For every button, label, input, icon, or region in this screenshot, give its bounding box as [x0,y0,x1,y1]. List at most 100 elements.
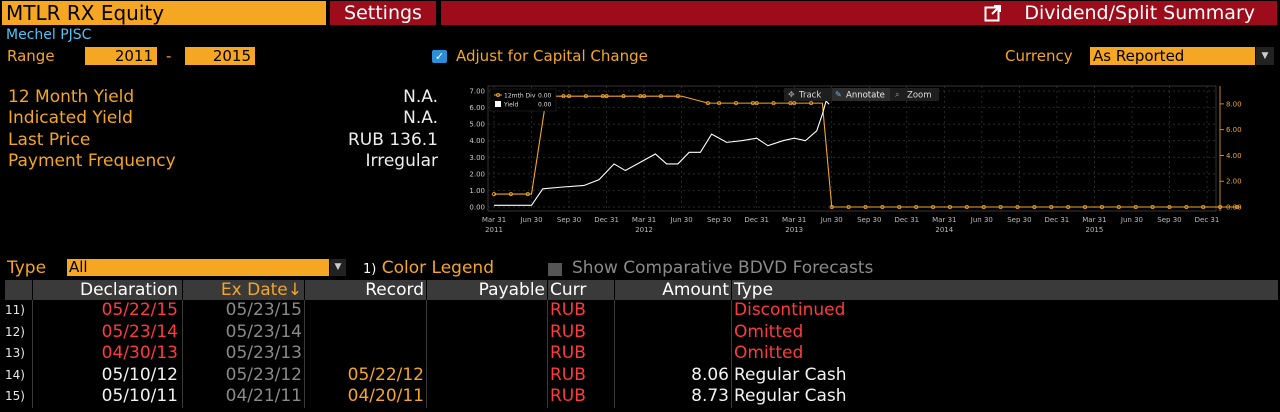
year-label: 2011 [485,226,503,234]
header-payable[interactable]: Payable [427,280,548,300]
currency: RUB [548,343,615,365]
amount: 8.73 [615,386,732,408]
x-tick-label: Jun 30 [519,216,542,224]
series-line-yield [494,99,830,206]
left-tick-label: 1.00 [469,187,485,195]
external-link-icon[interactable] [984,4,1002,22]
table-row[interactable]: 12) 05/23/14 05/23/14 RUB Omitted [5,321,1278,343]
range-separator: - [166,47,172,65]
magnifier-icon: ⌕ [895,90,899,99]
right-tick-label: 4.00 [1226,152,1242,160]
stat-value: Irregular [365,151,438,171]
legend-box [489,88,557,112]
table-row[interactable]: 13) 04/30/13 05/23/13 RUB Omitted [5,343,1278,365]
dividend-type: Omitted [734,321,804,342]
left-tick-label: 4.00 [469,137,485,145]
header-amount[interactable]: Amount [615,280,732,300]
data-point [788,101,793,106]
x-tick-label: Jun 30 [820,216,843,224]
legend-value: 0.00 [538,93,552,100]
row-number: 13) [5,343,33,365]
data-point [675,94,680,99]
dividend-type: Regular Cash [734,364,847,385]
data-point [754,101,759,106]
stat-label: Payment Frequency [8,151,176,171]
adjust-label: Adjust for Capital Change [456,47,648,65]
table-body: 11) 05/22/15 05/23/15 RUB Discontinued 12) 05/… [5,300,1278,408]
show-forecasts-checkbox[interactable] [548,263,562,276]
left-tick-label: 5.00 [469,121,485,129]
color-legend-number: 1) [363,262,377,277]
data-point [734,101,739,106]
data-point [705,101,710,106]
table-row[interactable]: 14) 05/10/12 05/23/12 05/22/12 RUB 8.06 Regula… [5,364,1278,386]
chevron-down-icon[interactable]: ▼ [1256,47,1274,65]
row-number: 14) [5,364,33,386]
record-date [305,321,427,343]
stat-value: N.A. [403,108,438,128]
left-tick-label: 7.00 [469,88,485,96]
ex-date: 04/21/11 [183,386,305,408]
data-point [1167,205,1172,210]
data-point [1116,205,1121,210]
dividend-type: Discontinued [734,300,846,320]
record-date [305,300,427,322]
type-select[interactable]: All [67,259,329,276]
settings-button[interactable]: Settings [330,1,436,25]
table-header: Declaration Ex Date↓ Record Payable Curr… [5,280,1278,300]
function-title: Dividend/Split Summary [1024,2,1255,24]
x-tick-label: Jun 30 [970,216,993,224]
range-label: Range [7,47,55,65]
range-to-input[interactable]: 2015 [185,47,255,65]
x-tick-label: Jun 30 [670,216,693,224]
legend-swatch [495,101,501,107]
left-tick-label: 3.00 [469,154,485,162]
year-label: 2014 [935,226,953,234]
x-tick-label: Mar 31 [782,216,806,224]
x-tick-label: Mar 31 [932,216,956,224]
color-legend-label: Color Legend [381,258,494,278]
zoom-button: Zoom [907,91,932,101]
currency: RUB [548,364,615,386]
data-point [1218,205,1223,210]
data-point [981,205,986,210]
data-point [964,205,969,210]
chevron-down-icon[interactable]: ▼ [330,259,346,276]
amount [615,300,732,322]
year-label: 2015 [1086,226,1104,234]
ticker-field[interactable]: MTLR RX Equity [2,1,326,25]
adjust-checkbox[interactable]: ✓ [432,50,447,63]
left-tick-label: 6.00 [469,104,485,112]
data-point [947,205,952,210]
record-date: 05/22/12 [305,364,427,386]
data-point [1235,205,1240,210]
x-tick-label: Dec 31 [1045,216,1070,224]
table-row[interactable]: 11) 05/22/15 05/23/15 RUB Discontinued [5,300,1278,322]
data-point [642,94,647,99]
data-point [846,205,851,210]
currency-select[interactable]: As Reported [1090,47,1255,65]
header-currency[interactable]: Curr [548,280,615,300]
left-tick-label: 0.00 [469,204,485,212]
data-point [604,94,609,99]
move-icon: ✥ [788,90,795,99]
amount [615,321,732,343]
x-tick-label: Mar 31 [482,216,506,224]
data-point [1066,205,1071,210]
header-declaration[interactable]: Declaration [33,280,183,300]
header-record[interactable]: Record [305,280,427,300]
data-point [583,94,588,99]
data-point [492,192,497,197]
x-tick-label: Sep 30 [557,216,581,224]
table-row[interactable]: 15) 05/10/11 04/21/11 04/20/11 RUB 8.73 Regula… [5,386,1278,408]
header-type[interactable]: Type [732,280,1278,300]
data-point [1049,205,1054,210]
data-point [600,94,605,99]
legend-marker [496,92,501,97]
data-point [771,101,776,106]
color-legend-link[interactable]: 1) Color Legend [363,258,494,278]
range-from-input[interactable]: 2011 [85,47,157,65]
dividend-chart[interactable]: Mar 31 Jun 30 Sep 30 Dec 31 Mar 31 Jun 30 Sep … [448,84,1248,240]
dividend-type: Regular Cash [734,386,847,406]
header-ex-date[interactable]: Ex Date↓ [183,280,305,300]
